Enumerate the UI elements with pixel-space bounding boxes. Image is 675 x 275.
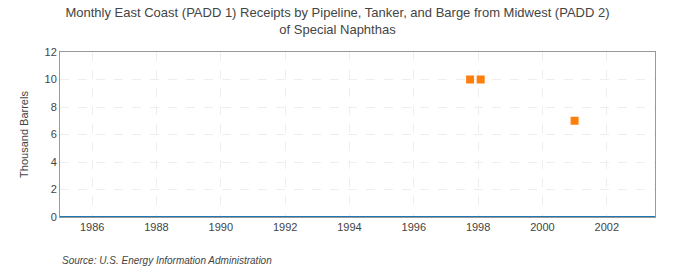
- svg-text:1998: 1998: [466, 221, 490, 233]
- svg-text:Thousand Barrels: Thousand Barrels: [18, 91, 30, 178]
- svg-text:Source: U.S. Energy Informatio: Source: U.S. Energy Information Administ…: [62, 255, 272, 266]
- svg-text:10: 10: [45, 73, 57, 85]
- svg-text:1994: 1994: [337, 221, 361, 233]
- svg-text:2: 2: [51, 183, 57, 195]
- svg-text:0: 0: [51, 211, 57, 223]
- svg-text:1992: 1992: [273, 221, 297, 233]
- svg-text:1990: 1990: [209, 221, 233, 233]
- svg-text:8: 8: [51, 101, 57, 113]
- svg-text:Monthly East Coast (PADD 1) Re: Monthly East Coast (PADD 1) Receipts by …: [65, 5, 609, 37]
- svg-text:1988: 1988: [144, 221, 168, 233]
- svg-text:2000: 2000: [530, 221, 554, 233]
- svg-text:4: 4: [51, 156, 57, 168]
- svg-text:12: 12: [45, 46, 57, 58]
- svg-text:2002: 2002: [595, 221, 619, 233]
- svg-text:1986: 1986: [80, 221, 104, 233]
- svg-text:6: 6: [51, 128, 57, 140]
- svg-text:1996: 1996: [402, 221, 426, 233]
